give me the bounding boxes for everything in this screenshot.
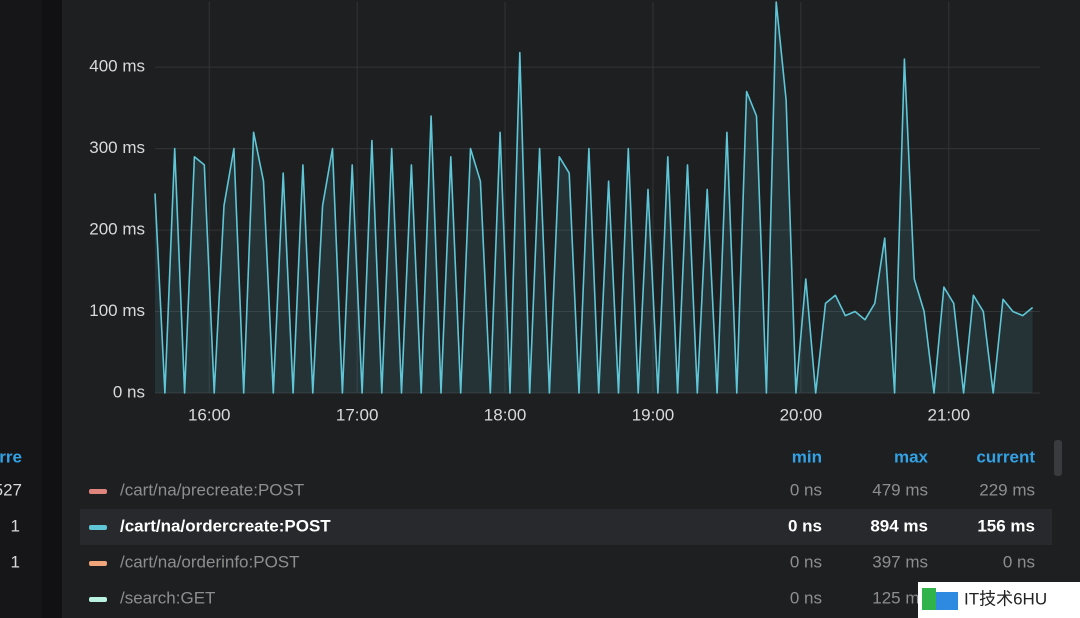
legend-column-header: current: [976, 447, 1035, 466]
legend-stat: 479 ms: [872, 480, 928, 499]
side-panel: [0, 0, 42, 618]
area: [155, 2, 1033, 393]
legend-name: /cart/na/orderinfo:POST: [120, 552, 300, 571]
legend-name: /cart/na/ordercreate:POST: [120, 516, 331, 535]
watermark-icon: [922, 588, 936, 610]
legend-name: /search:GET: [120, 588, 215, 607]
legend-swatch: [89, 597, 107, 602]
legend-stat: 0 ns: [790, 480, 822, 499]
watermark-icon: [936, 592, 958, 610]
legend-column-header: max: [894, 447, 929, 466]
y-tick-label: 0 ns: [113, 382, 145, 401]
legend-stat: 0 ns: [788, 516, 822, 535]
gutter: [42, 0, 62, 618]
legend-stat: 125 ms: [872, 588, 928, 607]
watermark-text: IT技术6HU: [964, 589, 1047, 608]
y-tick-label: 200 ms: [89, 220, 145, 239]
y-tick-label: 400 ms: [89, 57, 145, 76]
legend-swatch: [89, 525, 107, 530]
legend-name: /cart/na/precreate:POST: [120, 480, 304, 499]
legend-stat: 0 ns: [790, 552, 822, 571]
x-tick-label: 19:00: [632, 405, 675, 424]
x-tick-label: 20:00: [780, 405, 823, 424]
legend-stat: 229 ms: [979, 480, 1035, 499]
legend-stat: 156 ms: [977, 516, 1035, 535]
x-tick-label: 21:00: [928, 405, 971, 424]
side-header: urre: [0, 447, 22, 466]
legend-row-highlight: [80, 509, 1052, 545]
line: [154, 1, 1034, 394]
x-tick-label: 18:00: [484, 405, 527, 424]
legend-stat: 0 ns: [1003, 552, 1035, 571]
plot: 0 ns 100 ms 200 ms 300 ms 400 ms 16:00 17:00 18…: [89, 1, 1040, 424]
y-tick-label: 300 ms: [89, 138, 145, 157]
x-tick-label: 16:00: [188, 405, 231, 424]
legend-stat: 397 ms: [872, 552, 928, 571]
legend-stat: 894 ms: [870, 516, 928, 535]
y-tick-label: 100 ms: [89, 301, 145, 320]
legend-stat: 0 ns: [790, 588, 822, 607]
scrollbar[interactable]: [1054, 440, 1062, 476]
side-value: 1: [11, 516, 20, 535]
legend-swatch: [89, 489, 107, 494]
side-value: 527: [0, 480, 22, 499]
watermark: IT技术6HU: [918, 582, 1080, 618]
side-value: 1: [11, 552, 20, 571]
x-tick-label: 17:00: [336, 405, 379, 424]
legend-column-header: min: [792, 447, 822, 466]
legend-swatch: [89, 561, 107, 566]
